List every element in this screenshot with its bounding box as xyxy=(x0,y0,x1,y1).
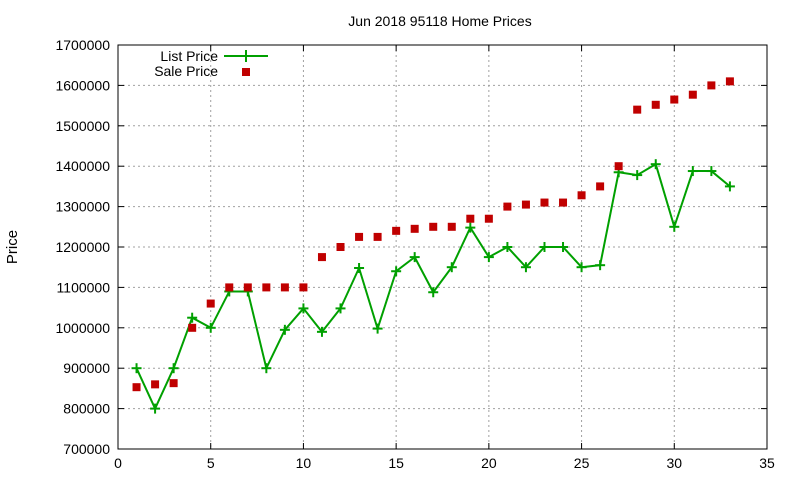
data-point-sale-price xyxy=(670,95,679,104)
data-point-sale-price xyxy=(392,226,401,235)
data-point-sale-price xyxy=(429,222,438,231)
y-tick-label: 700000 xyxy=(63,441,110,457)
legend-label-sale-price: Sale Price xyxy=(154,63,218,79)
data-point-list-price xyxy=(446,262,457,273)
y-tick-label: 1500000 xyxy=(55,118,110,134)
x-tick-label: 20 xyxy=(481,455,497,471)
data-point-sale-price xyxy=(206,299,215,308)
chart-title: Jun 2018 95118 Home Prices xyxy=(348,13,531,29)
data-point-list-price xyxy=(279,324,290,335)
data-point-list-price xyxy=(150,403,161,414)
legend: List Price Sale Price xyxy=(154,48,268,79)
data-point-sale-price xyxy=(614,162,623,171)
data-point-list-price xyxy=(595,260,606,271)
data-point-list-price xyxy=(520,262,531,273)
data-point-list-price xyxy=(632,170,643,181)
data-point-sale-price xyxy=(596,182,605,191)
legend-marker-sale-price xyxy=(242,68,250,76)
x-tick-label: 35 xyxy=(759,455,775,471)
data-point-list-price xyxy=(576,262,587,273)
data-point-list-price xyxy=(391,266,402,277)
data-point-sale-price xyxy=(410,224,419,233)
data-point-sale-price xyxy=(188,323,197,332)
data-point-list-price xyxy=(316,326,327,337)
x-tick-label: 10 xyxy=(296,455,312,471)
data-point-sale-price xyxy=(688,90,697,99)
data-point-sale-price xyxy=(725,77,734,86)
y-tick-label: 900000 xyxy=(63,360,110,376)
legend-label-list-price: List Price xyxy=(160,48,218,64)
data-point-sale-price xyxy=(466,214,475,223)
data-point-sale-price xyxy=(317,253,326,262)
data-point-sale-price xyxy=(336,243,345,251)
data-point-sale-price xyxy=(169,379,178,388)
data-point-list-price xyxy=(131,363,142,374)
data-point-list-price xyxy=(354,263,365,274)
data-point-sale-price xyxy=(447,222,456,231)
x-tick-label: 15 xyxy=(388,455,404,471)
data-point-list-price xyxy=(187,312,198,323)
data-point-sale-price xyxy=(262,283,271,292)
y-tick-label: 800000 xyxy=(63,401,110,417)
data-point-sale-price xyxy=(633,105,642,114)
data-point-list-price xyxy=(428,287,439,298)
x-tick-label: 25 xyxy=(574,455,590,471)
y-tick-label: 1700000 xyxy=(55,37,110,53)
data-point-sale-price xyxy=(299,283,308,292)
y-tick-label: 1200000 xyxy=(55,239,110,255)
data-point-list-price xyxy=(465,222,476,233)
data-point-list-price xyxy=(687,166,698,177)
y-tick-label: 1100000 xyxy=(57,279,111,295)
data-point-list-price xyxy=(372,323,383,334)
plot-area xyxy=(131,77,735,414)
data-point-list-price xyxy=(168,363,179,374)
data-point-sale-price xyxy=(355,232,364,241)
data-point-list-price xyxy=(483,252,494,263)
data-point-list-price xyxy=(502,242,513,252)
y-tick-label: 1300000 xyxy=(55,199,110,215)
x-tick-label: 0 xyxy=(114,455,122,471)
grid-lines xyxy=(118,45,767,449)
data-point-sale-price xyxy=(280,283,289,292)
data-point-sale-price xyxy=(503,202,512,211)
data-point-list-price xyxy=(539,242,550,252)
legend-marker-list-price xyxy=(240,50,252,62)
data-point-list-price xyxy=(335,303,346,314)
tick-labels: 0 5 10 15 20 25 30 35 700000 800000 900000 1000000 1… xyxy=(55,37,775,471)
y-tick-label: 1600000 xyxy=(55,77,110,93)
data-point-sale-price xyxy=(707,81,716,90)
data-point-list-price xyxy=(409,252,420,263)
y-axis-label: Price xyxy=(4,230,21,264)
data-point-list-price xyxy=(261,363,272,374)
data-point-sale-price xyxy=(373,232,382,241)
data-point-list-price xyxy=(724,181,735,192)
data-point-sale-price xyxy=(132,383,141,392)
y-tick-label: 1000000 xyxy=(55,320,110,336)
data-point-sale-price xyxy=(484,214,493,223)
data-point-list-price xyxy=(298,303,309,314)
x-tick-label: 5 xyxy=(207,455,215,471)
data-point-list-price xyxy=(558,242,569,252)
data-point-list-price xyxy=(669,221,680,232)
data-point-list-price xyxy=(706,166,717,177)
data-point-sale-price xyxy=(225,283,234,292)
data-point-sale-price xyxy=(651,100,660,109)
data-point-sale-price xyxy=(540,198,549,207)
data-point-sale-price xyxy=(243,283,252,292)
axes xyxy=(117,44,768,450)
data-point-list-price xyxy=(205,322,216,333)
y-tick-label: 1400000 xyxy=(55,158,110,174)
x-tick-label: 30 xyxy=(666,455,682,471)
data-point-sale-price xyxy=(577,191,586,200)
data-point-sale-price xyxy=(151,380,160,389)
data-point-list-price xyxy=(650,159,661,170)
data-point-sale-price xyxy=(559,198,568,207)
data-point-sale-price xyxy=(521,200,530,209)
